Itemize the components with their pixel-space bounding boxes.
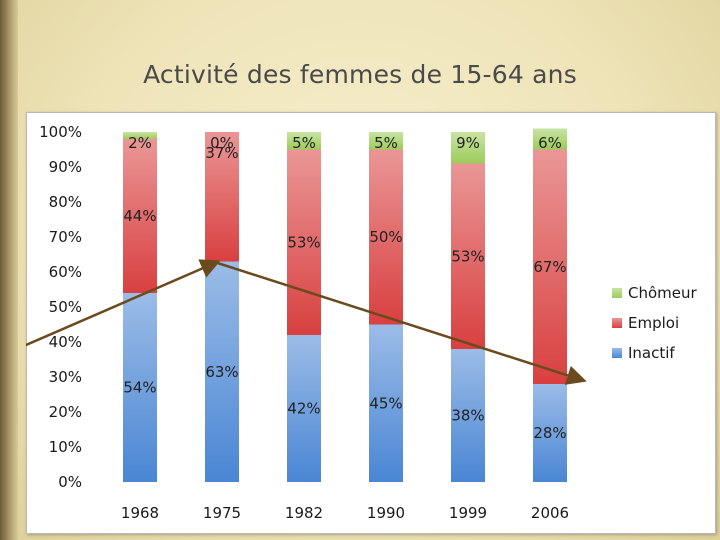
x-tick-label: 1982 bbox=[285, 504, 323, 522]
data-label-emploi: 44% bbox=[123, 207, 156, 225]
data-label-chômeur: 5% bbox=[292, 134, 316, 152]
data-label-inactif: 54% bbox=[123, 379, 156, 397]
y-tick-label: 100% bbox=[39, 123, 82, 141]
bar-inactif-1975 bbox=[205, 261, 239, 482]
trend-arrows bbox=[26, 259, 587, 385]
data-label-chômeur: 0% bbox=[210, 134, 234, 152]
data-label-emploi: 53% bbox=[451, 247, 484, 265]
slide-title: Activité des femmes de 15-64 ans bbox=[143, 60, 577, 89]
y-tick-label: 10% bbox=[49, 438, 82, 456]
x-tick-label: 1968 bbox=[121, 504, 159, 522]
legend: Chômeur Emploi Inactif bbox=[612, 284, 698, 362]
bar-chômeur-1968 bbox=[123, 132, 157, 139]
data-label-inactif: 63% bbox=[205, 363, 238, 381]
data-label-emploi: 50% bbox=[369, 228, 402, 246]
bar-emploi-1968 bbox=[123, 139, 157, 293]
x-tick-label: 1999 bbox=[449, 504, 487, 522]
page-edge-decoration bbox=[0, 0, 18, 540]
y-tick-label: 70% bbox=[49, 228, 82, 246]
y-tick-label: 50% bbox=[49, 298, 82, 316]
data-labels-group: 54% 44% 2% 63% 37%0% 42% 53% 5% 45% 50% 5% 38% 53% 9%… bbox=[123, 134, 566, 442]
bar-chômeur-2006 bbox=[533, 128, 567, 150]
bar-emploi-2006 bbox=[533, 149, 567, 384]
data-label-chômeur: 5% bbox=[374, 134, 398, 152]
trend-arrow-down bbox=[215, 261, 587, 385]
bar-inactif-2006 bbox=[533, 384, 567, 482]
bar-inactif-1968 bbox=[123, 293, 157, 482]
bar-emploi-1982 bbox=[287, 149, 321, 335]
legend-label: Inactif bbox=[628, 344, 675, 362]
legend-label: Chômeur bbox=[628, 284, 698, 302]
bar-chômeur-1999 bbox=[451, 132, 485, 164]
bar-inactif-1982 bbox=[287, 335, 321, 482]
legend-swatch bbox=[612, 318, 622, 328]
legend-swatch bbox=[612, 348, 622, 358]
x-tick-label: 1975 bbox=[203, 504, 241, 522]
y-tick-label: 60% bbox=[49, 263, 82, 281]
data-label-chômeur: 9% bbox=[456, 134, 480, 152]
bar-chômeur-1990 bbox=[369, 132, 403, 150]
data-label-chômeur: 2% bbox=[128, 134, 152, 152]
legend-label: Emploi bbox=[628, 314, 679, 332]
x-axis-ticks: 1968 1975 1982 1990 1999 2006 bbox=[121, 504, 569, 522]
bar-emploi-1999 bbox=[451, 163, 485, 349]
data-label-inactif: 45% bbox=[369, 394, 402, 412]
bar-chômeur-1982 bbox=[287, 132, 321, 150]
y-tick-label: 90% bbox=[49, 158, 82, 176]
bar-emploi-1990 bbox=[369, 149, 403, 325]
y-tick-label: 20% bbox=[49, 403, 82, 421]
y-tick-label: 80% bbox=[49, 193, 82, 211]
bar-inactif-1999 bbox=[451, 349, 485, 482]
stacked-bar-chart: 0% 10% 20% 30% 40% 50% 60% 70% 80% 90% 100% 54% 44%… bbox=[26, 123, 698, 522]
legend-swatch bbox=[612, 288, 622, 298]
data-label-chômeur: 6% bbox=[538, 134, 562, 152]
data-label-emploi: 67% bbox=[533, 258, 566, 276]
y-tick-label: 0% bbox=[58, 473, 82, 491]
y-axis-ticks: 0% 10% 20% 30% 40% 50% 60% 70% 80% 90% 100% bbox=[39, 123, 82, 491]
data-label-emploi: 53% bbox=[287, 233, 320, 251]
x-tick-label: 1990 bbox=[367, 504, 405, 522]
bar-emploi-1975 bbox=[205, 132, 239, 262]
trend-arrow-up bbox=[26, 259, 221, 347]
bar-inactif-1990 bbox=[369, 324, 403, 482]
x-tick-label: 2006 bbox=[531, 504, 569, 522]
bars-group bbox=[123, 128, 567, 482]
y-tick-label: 30% bbox=[49, 368, 82, 386]
data-label-emploi: 37% bbox=[205, 144, 238, 162]
y-tick-label: 40% bbox=[49, 333, 82, 351]
data-label-inactif: 42% bbox=[287, 400, 320, 418]
data-label-inactif: 38% bbox=[451, 407, 484, 425]
data-label-inactif: 28% bbox=[533, 424, 566, 442]
